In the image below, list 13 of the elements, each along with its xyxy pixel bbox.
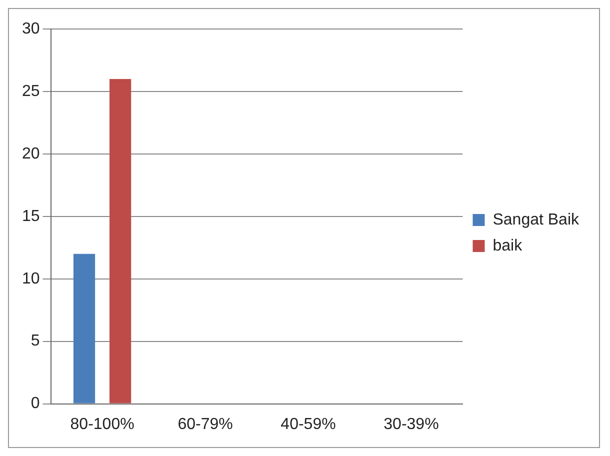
y-tick-label: 30 bbox=[22, 20, 40, 38]
y-tick-label: 5 bbox=[30, 332, 40, 350]
x-tick-label: 30-39% bbox=[384, 416, 439, 433]
x-tick-label: 40-59% bbox=[280, 416, 336, 433]
y-tick-label: 15 bbox=[22, 208, 40, 225]
y-tick-label: 20 bbox=[22, 145, 40, 162]
legend-label: Sangat Baik bbox=[492, 211, 580, 228]
y-tick-label: 0 bbox=[30, 395, 40, 412]
x-tick-label: 60-79% bbox=[178, 416, 233, 433]
legend-label: baik bbox=[492, 237, 524, 254]
y-tick-label: 10 bbox=[22, 270, 40, 288]
y-tick-label: 25 bbox=[22, 82, 40, 100]
x-tick-label: 80-100% bbox=[70, 416, 134, 433]
